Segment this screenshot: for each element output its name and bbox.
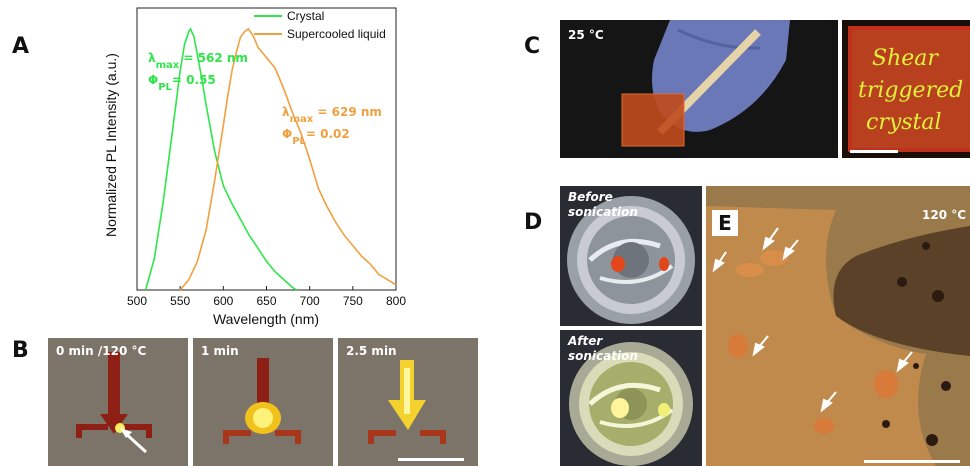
panel-letter-a: A bbox=[12, 34, 30, 59]
label-b-0min: 0 min /120 °C bbox=[56, 344, 147, 358]
photo-b-0min: 0 min /120 °C bbox=[48, 338, 188, 466]
y-axis-title: Normalized PL Intensity (a.u.) bbox=[103, 53, 119, 237]
peak-annotation: ΦPL= 0.02 bbox=[282, 127, 350, 147]
panel-letter-d: D bbox=[524, 210, 543, 235]
x-tick-label: 700 bbox=[300, 294, 320, 308]
photo-e-microscope: 120 °C bbox=[706, 186, 970, 466]
x-tick-label: 800 bbox=[386, 294, 406, 308]
series-line-crystal bbox=[144, 27, 298, 291]
x-tick-label: 550 bbox=[170, 294, 190, 308]
plot-frame bbox=[136, 7, 397, 291]
photo-c-hand: 25 °C bbox=[560, 20, 838, 158]
label-d-before-1: Before bbox=[568, 190, 613, 204]
photo-d-after: After sonication bbox=[560, 330, 702, 466]
label-c-temperature: 25 °C bbox=[568, 28, 604, 42]
panel-letter-c: C bbox=[524, 34, 541, 59]
series-line-supercooled-liquid bbox=[179, 27, 397, 291]
handwriting-line-2: triggered bbox=[858, 78, 964, 103]
panel-letter-e: E bbox=[712, 210, 738, 236]
panel-letter-b: B bbox=[12, 338, 29, 363]
label-b-1min: 1 min bbox=[201, 344, 239, 358]
x-axis-title: Wavelength (nm) bbox=[213, 311, 319, 327]
x-tick-label: 500 bbox=[127, 294, 147, 308]
label-d-after-1: After bbox=[568, 334, 603, 348]
peak-annotation: λmax = 629 nm bbox=[282, 105, 382, 125]
legend-label: Supercooled liquid bbox=[287, 27, 386, 41]
label-b-2-5min: 2.5 min bbox=[346, 344, 397, 358]
photo-d-before: Before sonication bbox=[560, 186, 702, 326]
label-e-temperature: 120 °C bbox=[922, 208, 967, 222]
peak-annotation: λmax = 562 nm bbox=[148, 51, 248, 71]
handwriting-line-1: Shear bbox=[872, 46, 938, 71]
legend-label: Crystal bbox=[287, 9, 324, 23]
label-d-after-2: sonication bbox=[568, 349, 638, 363]
scale-bar-b bbox=[398, 458, 464, 461]
label-d-before-2: sonication bbox=[568, 205, 638, 219]
x-tick-label: 600 bbox=[213, 294, 233, 308]
pl-spectrum-chart: 500 550 600 650 700 750 800 Crystal Supercooled… bbox=[103, 7, 406, 327]
scale-bar-c bbox=[850, 150, 898, 153]
peak-annotation: ΦPL= 0.55 bbox=[148, 73, 216, 93]
handwriting-line-3: crystal bbox=[866, 110, 942, 135]
photo-b-2-5min: 2.5 min bbox=[338, 338, 478, 466]
photo-b-1min: 1 min bbox=[193, 338, 333, 466]
x-tick-label: 750 bbox=[343, 294, 363, 308]
photo-c-crystal: Shear triggered crystal bbox=[842, 20, 970, 158]
x-tick-label: 650 bbox=[256, 294, 276, 308]
scale-bar-e bbox=[864, 460, 960, 463]
